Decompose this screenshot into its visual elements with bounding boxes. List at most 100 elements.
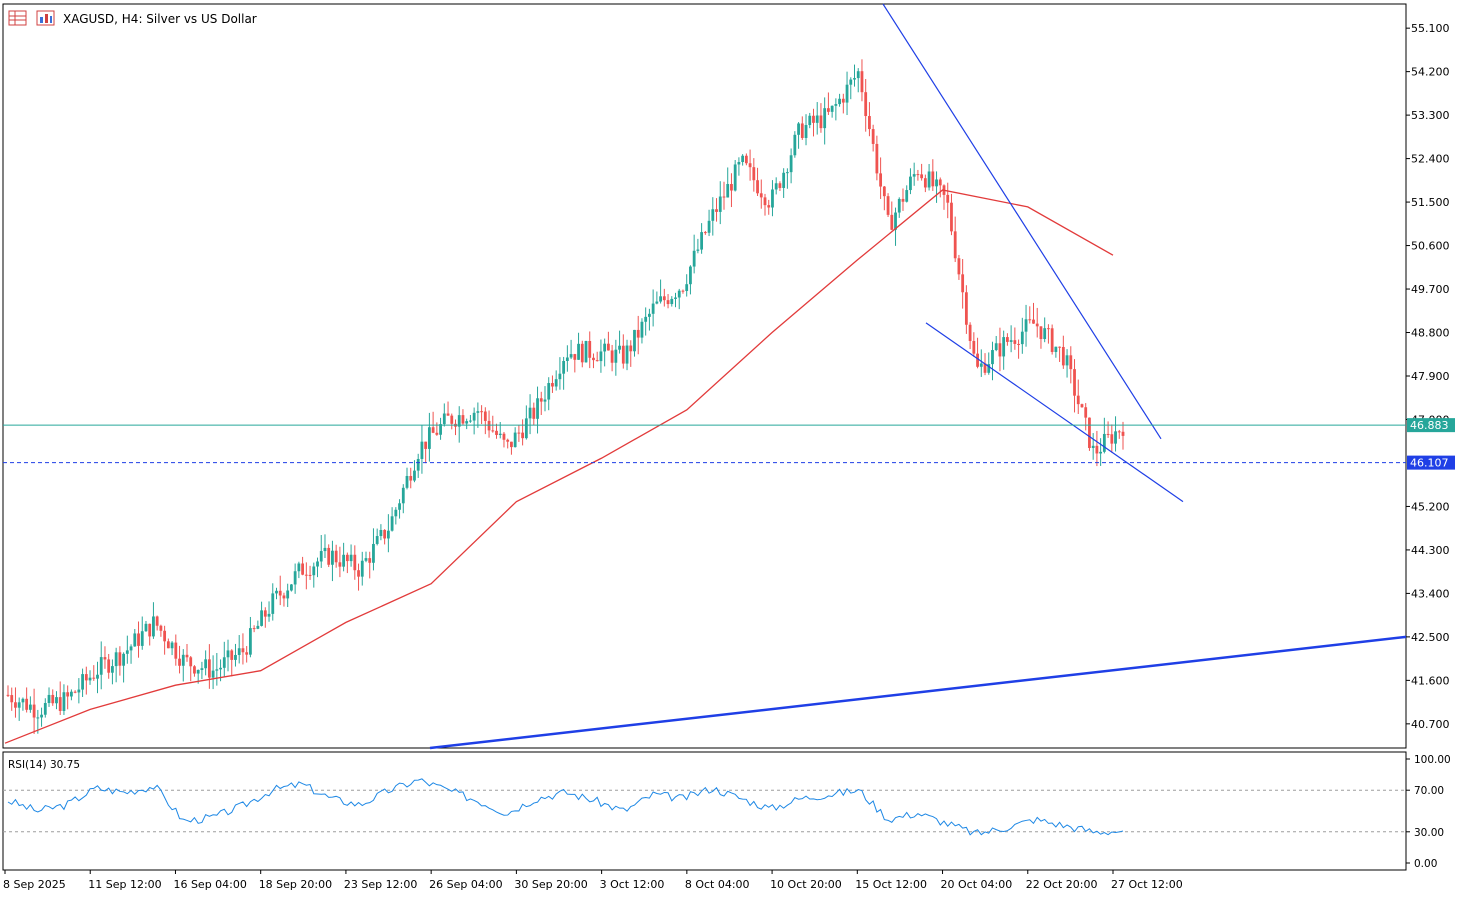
time-tick-label: 30 Sep 20:00 bbox=[514, 878, 587, 891]
candle-body bbox=[1088, 417, 1091, 449]
candle-body bbox=[368, 558, 372, 563]
candle-body bbox=[256, 625, 260, 629]
candle-body bbox=[979, 363, 983, 367]
chart-bars-icon[interactable] bbox=[36, 10, 55, 26]
candle-body bbox=[565, 357, 569, 362]
candle-body bbox=[103, 657, 107, 660]
candle-body bbox=[1047, 328, 1050, 330]
candle-body bbox=[271, 593, 275, 614]
candle-body bbox=[804, 125, 808, 138]
time-tick-label: 22 Oct 20:00 bbox=[1026, 878, 1098, 891]
candle-body bbox=[152, 616, 155, 637]
chart-title: XAGUSD, H4: Silver vs US Dollar bbox=[63, 12, 257, 26]
candle-body bbox=[991, 350, 994, 365]
trendlines bbox=[429, 3, 1407, 750]
candle-body bbox=[17, 702, 21, 708]
candle-body bbox=[420, 441, 424, 459]
time-tick-label: 23 Sep 12:00 bbox=[344, 878, 417, 891]
price-tick-label: 53.300 bbox=[1411, 109, 1450, 122]
candle-body bbox=[972, 340, 976, 354]
candle-body bbox=[860, 71, 864, 93]
candle-body bbox=[349, 554, 353, 562]
candle-body bbox=[10, 695, 14, 703]
candle-body bbox=[469, 420, 472, 422]
candle-body bbox=[733, 164, 737, 191]
candle-body bbox=[25, 698, 29, 710]
candle-body bbox=[181, 654, 185, 666]
candle-body bbox=[133, 633, 137, 647]
falling-wedge-upper bbox=[882, 3, 1162, 440]
candle-body bbox=[47, 694, 51, 703]
candle-body bbox=[230, 650, 234, 660]
candle-body bbox=[43, 702, 47, 715]
candle-body bbox=[621, 345, 625, 364]
candle-body bbox=[345, 554, 349, 562]
candle-body bbox=[200, 668, 204, 670]
candle-body bbox=[931, 171, 935, 187]
candle-body bbox=[32, 704, 36, 718]
candle-body bbox=[767, 205, 771, 208]
candle-body bbox=[1061, 346, 1065, 366]
candle-body bbox=[528, 407, 532, 419]
candle-body bbox=[1102, 433, 1106, 452]
candle-body bbox=[1005, 337, 1009, 342]
candle-body bbox=[446, 413, 450, 416]
candle-body bbox=[606, 343, 610, 351]
candle-body bbox=[558, 373, 562, 380]
candle-body bbox=[99, 657, 103, 675]
candle-body bbox=[976, 353, 979, 367]
candle-body bbox=[316, 561, 319, 567]
candle-body bbox=[1121, 431, 1125, 436]
candle-body bbox=[938, 179, 942, 186]
candle-body bbox=[435, 432, 439, 435]
candle-body bbox=[51, 694, 55, 704]
candle-body bbox=[868, 116, 871, 130]
price-tick-label: 45.200 bbox=[1411, 500, 1450, 513]
time-axis: 8 Sep 2025 11 Sep 12:00 16 Sep 04:00 18 Sep… bbox=[3, 870, 1183, 891]
candle-body bbox=[983, 363, 987, 373]
candle-body bbox=[797, 123, 800, 135]
candle-body bbox=[1043, 328, 1047, 340]
candle-body bbox=[711, 209, 715, 221]
price-tick-label: 50.600 bbox=[1411, 240, 1450, 253]
candle-body bbox=[845, 84, 849, 103]
chart-grid-icon[interactable] bbox=[8, 10, 27, 26]
candle-body bbox=[241, 648, 245, 653]
candle-body bbox=[58, 697, 62, 711]
candle-body bbox=[327, 547, 331, 565]
candle-body bbox=[875, 143, 879, 174]
candle-body bbox=[237, 648, 241, 655]
candle-body bbox=[196, 669, 200, 674]
candle-body bbox=[577, 343, 580, 360]
candle-body bbox=[849, 79, 853, 85]
candle-body bbox=[1039, 326, 1043, 340]
candle-body bbox=[163, 630, 167, 642]
candle-body bbox=[69, 691, 73, 697]
candle-body bbox=[968, 324, 972, 341]
candle-body bbox=[524, 418, 528, 439]
candle-body bbox=[539, 398, 543, 402]
candle-body bbox=[700, 232, 704, 250]
candle-body bbox=[107, 659, 111, 673]
time-tick-label: 26 Sep 04:00 bbox=[429, 878, 502, 891]
candle-body bbox=[66, 692, 70, 697]
candle-body bbox=[614, 349, 618, 363]
candle-body bbox=[278, 590, 282, 596]
candle-body bbox=[383, 529, 387, 539]
candle-body bbox=[204, 659, 208, 669]
candle-body bbox=[726, 184, 730, 198]
candle-body bbox=[342, 554, 346, 567]
candle-body bbox=[644, 316, 648, 322]
candle-body bbox=[905, 190, 909, 202]
candle-body bbox=[252, 628, 256, 630]
candle-body bbox=[532, 407, 536, 419]
candle-body bbox=[122, 653, 126, 666]
candle-body bbox=[338, 562, 342, 567]
candle-body bbox=[357, 570, 360, 577]
candle-body bbox=[827, 108, 830, 112]
candle-body bbox=[774, 183, 778, 190]
candle-body bbox=[569, 354, 573, 358]
candle-body bbox=[491, 430, 495, 432]
candle-body bbox=[521, 432, 525, 439]
